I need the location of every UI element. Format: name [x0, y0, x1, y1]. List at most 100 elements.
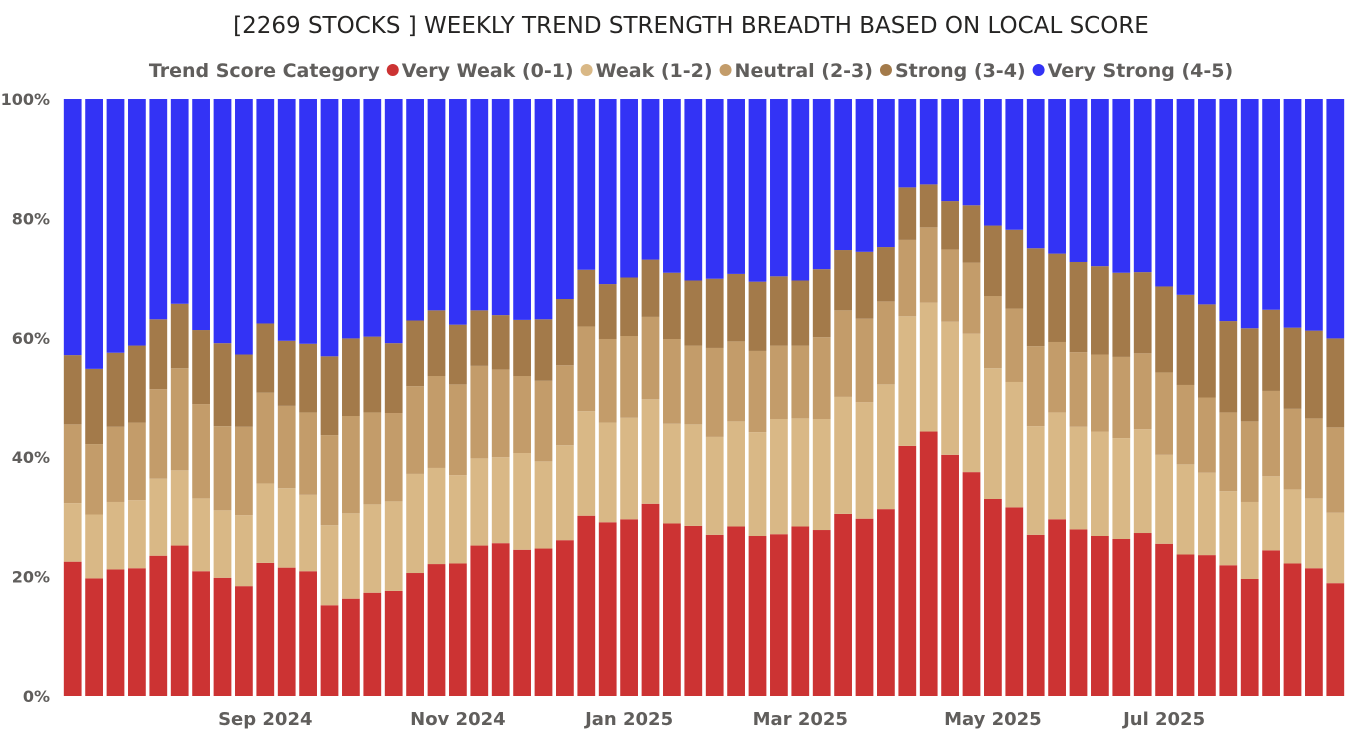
bar-segment-0[interactable]	[919, 431, 938, 696]
bar-stack[interactable]	[235, 99, 253, 696]
bar-segment-3[interactable]	[641, 259, 660, 317]
bar-segment-0[interactable]	[1069, 529, 1088, 696]
bar-segment-4[interactable]	[727, 99, 745, 274]
bar-stack[interactable]	[620, 99, 638, 696]
bar-segment-3[interactable]	[855, 251, 874, 319]
bar-segment-1[interactable]	[342, 513, 360, 599]
bar-segment-2[interactable]	[984, 296, 1002, 369]
bar-segment-0[interactable]	[63, 561, 82, 696]
bar-segment-4[interactable]	[427, 99, 446, 311]
bar-segment-4[interactable]	[213, 99, 232, 344]
bar-segment-4[interactable]	[1069, 99, 1088, 262]
bar-segment-2[interactable]	[491, 369, 510, 458]
bar-stack[interactable]	[491, 99, 510, 696]
bar-stack[interactable]	[663, 99, 681, 696]
bar-segment-1[interactable]	[1112, 438, 1131, 539]
bar-segment-4[interactable]	[534, 99, 553, 320]
bar-segment-3[interactable]	[192, 330, 210, 405]
legend-item-1[interactable]: Weak (1-2)	[580, 60, 713, 82]
bar-segment-2[interactable]	[727, 341, 745, 422]
bar-stack[interactable]	[1283, 99, 1302, 696]
bar-segment-1[interactable]	[577, 411, 596, 516]
bar-segment-1[interactable]	[491, 457, 510, 544]
bar-segment-2[interactable]	[620, 336, 638, 418]
bar-segment-2[interactable]	[962, 262, 981, 334]
bar-segment-3[interactable]	[812, 269, 831, 338]
bar-segment-1[interactable]	[641, 399, 660, 504]
bar-segment-3[interactable]	[1219, 321, 1238, 413]
bar-segment-3[interactable]	[1326, 338, 1345, 428]
legend-item-2[interactable]: Neutral (2-3)	[719, 60, 873, 82]
bar-stack[interactable]	[1048, 99, 1066, 696]
bar-segment-3[interactable]	[299, 343, 317, 413]
bar-stack[interactable]	[1091, 99, 1109, 696]
bar-segment-1[interactable]	[106, 501, 125, 570]
bar-segment-4[interactable]	[984, 99, 1002, 226]
bar-segment-2[interactable]	[128, 422, 146, 501]
bar-segment-2[interactable]	[1005, 308, 1024, 382]
bar-segment-1[interactable]	[128, 500, 146, 569]
bar-segment-2[interactable]	[1133, 353, 1152, 430]
bar-segment-4[interactable]	[748, 99, 767, 282]
bar-segment-4[interactable]	[812, 99, 831, 270]
bar-segment-2[interactable]	[941, 249, 959, 322]
bar-segment-0[interactable]	[299, 571, 317, 696]
bar-stack[interactable]	[213, 99, 232, 696]
bar-segment-3[interactable]	[791, 280, 810, 346]
bar-segment-0[interactable]	[1133, 533, 1152, 696]
bar-segment-1[interactable]	[1091, 431, 1109, 536]
bar-segment-2[interactable]	[449, 384, 467, 476]
bar-segment-3[interactable]	[1176, 294, 1195, 385]
bar-segment-4[interactable]	[63, 99, 82, 356]
bar-stack[interactable]	[1305, 99, 1323, 696]
bar-segment-2[interactable]	[63, 424, 82, 504]
bar-segment-2[interactable]	[277, 405, 296, 489]
bar-segment-2[interactable]	[919, 227, 938, 303]
bar-stack[interactable]	[1262, 99, 1280, 696]
bar-segment-0[interactable]	[1112, 538, 1131, 696]
bar-segment-2[interactable]	[834, 310, 852, 397]
bar-segment-2[interactable]	[1112, 356, 1131, 439]
bar-segment-4[interactable]	[620, 99, 638, 278]
bar-segment-4[interactable]	[919, 99, 938, 185]
bar-segment-3[interactable]	[1112, 272, 1131, 357]
bar-segment-1[interactable]	[320, 525, 339, 606]
bar-stack[interactable]	[1219, 99, 1238, 696]
bar-segment-3[interactable]	[170, 303, 189, 369]
bar-stack[interactable]	[705, 99, 724, 696]
bar-segment-2[interactable]	[1198, 397, 1216, 473]
bar-segment-0[interactable]	[192, 571, 210, 696]
bar-segment-2[interactable]	[684, 345, 703, 425]
bar-segment-1[interactable]	[684, 424, 703, 526]
bar-segment-1[interactable]	[1240, 501, 1259, 579]
bar-segment-2[interactable]	[641, 316, 660, 400]
bar-segment-4[interactable]	[1198, 99, 1216, 305]
bar-segment-0[interactable]	[748, 536, 767, 696]
bar-segment-3[interactable]	[1091, 266, 1109, 355]
bar-segment-0[interactable]	[1091, 536, 1109, 696]
bar-segment-0[interactable]	[449, 563, 467, 696]
bar-stack[interactable]	[256, 99, 275, 696]
bar-segment-4[interactable]	[663, 99, 681, 273]
bar-segment-1[interactable]	[1176, 464, 1195, 555]
bar-segment-0[interactable]	[727, 526, 745, 696]
bar-segment-2[interactable]	[556, 365, 574, 446]
bar-segment-3[interactable]	[63, 355, 82, 425]
bar-stack[interactable]	[149, 99, 168, 696]
bar-segment-1[interactable]	[919, 302, 938, 432]
bar-segment-2[interactable]	[213, 426, 232, 511]
bar-segment-3[interactable]	[384, 343, 403, 414]
bar-segment-1[interactable]	[363, 504, 382, 593]
bar-segment-3[interactable]	[898, 187, 917, 240]
bar-segment-0[interactable]	[1326, 583, 1345, 696]
bar-segment-1[interactable]	[1155, 454, 1173, 544]
bar-segment-0[interactable]	[363, 592, 382, 696]
bar-segment-4[interactable]	[363, 99, 382, 337]
bar-segment-1[interactable]	[727, 421, 745, 527]
bar-segment-3[interactable]	[919, 184, 938, 228]
bar-segment-2[interactable]	[342, 416, 360, 514]
bar-segment-0[interactable]	[1026, 534, 1045, 696]
bar-segment-3[interactable]	[235, 354, 253, 427]
bar-stack[interactable]	[684, 99, 703, 696]
bar-segment-3[interactable]	[877, 247, 895, 302]
